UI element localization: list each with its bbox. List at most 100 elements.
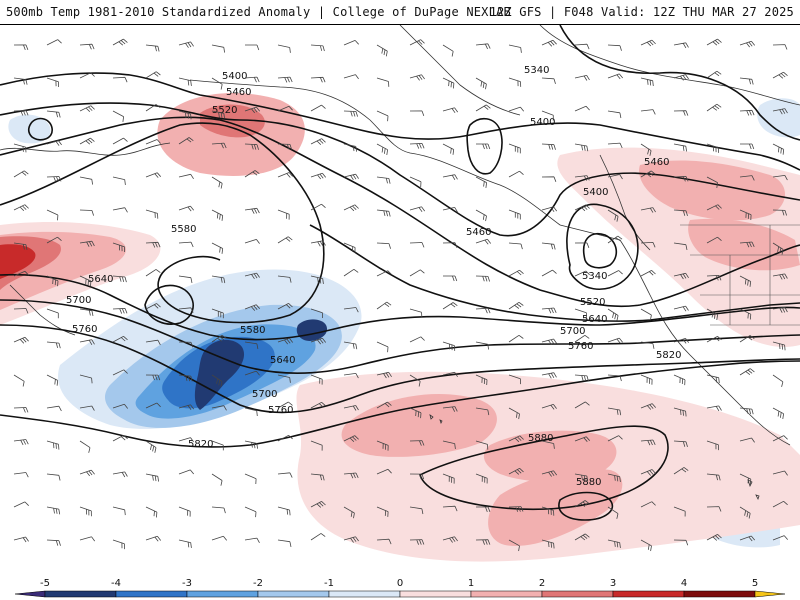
wind-barb bbox=[640, 109, 656, 115]
wind-barb bbox=[244, 506, 257, 518]
wind-barb bbox=[244, 304, 261, 311]
wind-barb bbox=[640, 308, 652, 321]
wind-barb bbox=[475, 43, 491, 50]
wind-barb bbox=[706, 308, 718, 321]
wind-barb bbox=[178, 469, 195, 475]
wind-barb bbox=[46, 77, 59, 88]
wind-barb bbox=[46, 176, 62, 182]
wind-barb bbox=[79, 72, 95, 79]
wind-barb bbox=[739, 175, 755, 181]
wind-barb bbox=[112, 176, 126, 185]
wind-barb bbox=[442, 341, 456, 351]
wind-barb bbox=[145, 440, 157, 453]
contour-label: 5580 bbox=[240, 325, 265, 336]
wind-barb bbox=[79, 275, 92, 287]
wind-barb bbox=[673, 506, 686, 517]
wind-barb bbox=[706, 374, 720, 384]
wind-barb bbox=[541, 307, 557, 314]
wind-barb bbox=[178, 404, 195, 411]
wind-barb bbox=[310, 138, 326, 145]
colorbar-tick-label: -2 bbox=[253, 578, 263, 589]
wind-barb bbox=[442, 371, 458, 378]
contour-5400 bbox=[0, 72, 800, 171]
wind-barb bbox=[343, 173, 359, 181]
wind-barb bbox=[607, 473, 621, 482]
contour-label: 5760 bbox=[72, 324, 97, 335]
colorbar-swatch bbox=[186, 590, 259, 598]
wind-barb bbox=[442, 536, 458, 543]
coastline bbox=[189, 79, 561, 226]
wind-barb bbox=[178, 275, 193, 283]
colorbar-tick-label: 0 bbox=[397, 578, 403, 589]
wind-barb bbox=[772, 108, 788, 115]
wind-barb bbox=[13, 374, 25, 387]
wind-barb bbox=[475, 307, 491, 314]
wind-barb bbox=[277, 143, 292, 150]
wind-barb bbox=[376, 110, 389, 122]
wind-barb bbox=[409, 407, 422, 419]
wind-barb bbox=[409, 110, 425, 117]
wind-barb bbox=[245, 44, 260, 51]
wind-barb bbox=[475, 104, 491, 112]
wind-barb bbox=[772, 71, 788, 79]
wind-barb bbox=[607, 142, 623, 149]
wind-barb bbox=[310, 240, 326, 247]
contour-label: 5760 bbox=[268, 405, 293, 416]
contour-label: 5700 bbox=[66, 295, 91, 306]
wind-barb bbox=[145, 209, 159, 219]
wind-barb bbox=[145, 339, 161, 346]
contour-5580 bbox=[0, 122, 325, 324]
contour-label: 5340 bbox=[524, 65, 549, 76]
colorbar-tick-label: 3 bbox=[610, 578, 616, 589]
wind-barb bbox=[79, 405, 95, 411]
wind-barb bbox=[475, 77, 487, 90]
wind-barb bbox=[508, 242, 523, 250]
wind-barb bbox=[376, 401, 392, 409]
contour-label: 5880 bbox=[576, 477, 601, 488]
wind-barb bbox=[640, 539, 652, 552]
wind-barb bbox=[178, 374, 193, 382]
wind-barb bbox=[145, 506, 158, 518]
colorbar-ticks: -5 -4 -3 -2 -1 0 1 2 3 4 5 bbox=[40, 578, 758, 589]
wind-barb bbox=[673, 242, 688, 250]
wind-barb bbox=[772, 44, 788, 50]
wind-barb bbox=[310, 473, 325, 481]
contour-label: 5820 bbox=[656, 350, 681, 361]
wind-barb bbox=[112, 76, 128, 83]
wind-barb bbox=[145, 104, 161, 112]
coastline bbox=[399, 25, 521, 116]
wind-barb bbox=[46, 39, 62, 46]
wind-barb bbox=[79, 105, 95, 112]
wind-barb bbox=[277, 337, 294, 345]
wind-barb bbox=[211, 506, 226, 514]
wind-barb bbox=[574, 175, 590, 181]
wind-barb bbox=[740, 143, 755, 150]
wind-barb bbox=[343, 472, 359, 479]
colorbar-swatch bbox=[612, 590, 685, 598]
wind-barb bbox=[310, 374, 323, 385]
wind-barb bbox=[244, 341, 259, 350]
wind-barb bbox=[706, 335, 722, 343]
wind-barb bbox=[607, 506, 619, 519]
map-header: 500mb Temp 1981-2010 Standardized Anomal… bbox=[0, 0, 800, 25]
wind-barb bbox=[343, 143, 357, 152]
wind-barb bbox=[772, 535, 789, 541]
contour-label: 5520 bbox=[580, 297, 605, 308]
wind-barb bbox=[343, 506, 355, 519]
wind-barb bbox=[574, 308, 587, 319]
wind-barb bbox=[706, 405, 722, 412]
wind-barb bbox=[574, 334, 590, 343]
wind-barb bbox=[508, 44, 522, 53]
wind-barb bbox=[343, 536, 359, 543]
wind-barb bbox=[343, 110, 358, 117]
wind-barb bbox=[409, 39, 425, 46]
wind-barb bbox=[343, 341, 358, 350]
wind-barb bbox=[310, 533, 326, 541]
wind-barb bbox=[145, 473, 159, 482]
colorbar-tick-label: 5 bbox=[752, 578, 758, 589]
contour-5520 bbox=[0, 116, 800, 308]
wind-barb bbox=[343, 204, 359, 212]
wind-barb bbox=[739, 77, 754, 85]
wind-barb bbox=[739, 407, 754, 415]
map-title: 500mb Temp 1981-2010 Standardized Anomal… bbox=[6, 5, 511, 19]
